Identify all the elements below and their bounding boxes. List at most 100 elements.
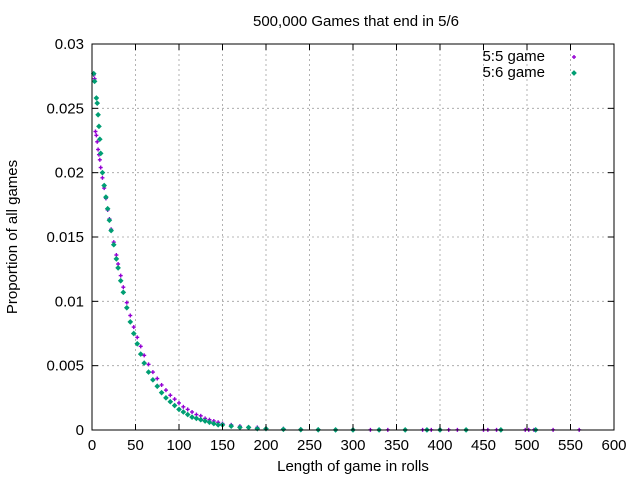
legend-item-5-6-game: 5:6 game xyxy=(482,64,577,81)
data-point-5-5 xyxy=(96,147,101,152)
x-tick-label: 250 xyxy=(297,437,322,454)
data-point-5-6 xyxy=(91,78,98,85)
data-point-5-5 xyxy=(138,344,143,349)
data-point-5-5 xyxy=(172,397,177,402)
data-point-5-5 xyxy=(124,300,129,305)
data-point-5-6 xyxy=(163,395,169,401)
data-point-5-5 xyxy=(168,393,173,398)
x-tick-label: 450 xyxy=(471,437,496,454)
data-point-5-6 xyxy=(141,360,148,366)
data-point-5-5 xyxy=(159,382,164,387)
legend-marker-5-5-game xyxy=(572,55,576,59)
data-point-5-6 xyxy=(571,70,577,76)
data-point-5-6 xyxy=(193,415,200,422)
data-point-5-6 xyxy=(127,319,134,325)
data-point-5-6 xyxy=(113,256,120,262)
legend-label-5-6-game: 5:6 game xyxy=(482,64,545,81)
data-point-5-5 xyxy=(185,407,190,412)
data-point-5-6 xyxy=(94,100,101,107)
data-point-5-6 xyxy=(95,111,101,118)
data-point-5-6 xyxy=(110,241,117,248)
legend-label-5-5-game: 5:5 game xyxy=(482,48,545,65)
data-point-5-6 xyxy=(189,414,195,420)
data-point-5-6 xyxy=(120,289,127,296)
data-point-5-6 xyxy=(106,217,113,224)
data-point-5-6 xyxy=(123,304,130,311)
data-point-5-5 xyxy=(131,325,136,330)
data-point-5-5 xyxy=(93,129,98,134)
axis-ticks xyxy=(91,43,615,431)
data-point-5-6 xyxy=(210,420,217,427)
y-tick-label: 0 xyxy=(76,422,84,439)
data-point-5-6 xyxy=(97,150,104,157)
data-point-5-5 xyxy=(98,165,103,170)
legend: 5:5 game 5:6 game xyxy=(482,48,577,81)
y-tick-label: 0.01 xyxy=(55,293,84,310)
data-point-5-6 xyxy=(176,406,182,413)
data-point-5-5 xyxy=(95,139,100,144)
data-point-5-5 xyxy=(100,175,105,180)
data-point-5-6 xyxy=(202,418,208,424)
x-tick-label: 0 xyxy=(88,437,96,454)
data-point-5-6 xyxy=(184,411,191,418)
data-point-5-5 xyxy=(190,409,195,414)
y-tick-label: 0.005 xyxy=(46,358,84,375)
data-point-5-5 xyxy=(155,376,160,381)
legend-marker-5-6-game xyxy=(571,70,577,76)
data-point-5-5 xyxy=(181,404,186,409)
y-tick-label: 0.025 xyxy=(46,100,84,117)
y-tick-label: 0.03 xyxy=(55,36,84,53)
x-tick-label: 50 xyxy=(127,437,144,454)
x-tick-label: 350 xyxy=(384,437,409,454)
data-point-5-5 xyxy=(150,370,155,375)
data-point-5-6 xyxy=(96,123,102,130)
data-point-5-6 xyxy=(134,340,141,347)
data-point-5-5 xyxy=(146,362,151,367)
y-axis-label: Proportion of all games xyxy=(4,160,21,314)
x-tick-label: 600 xyxy=(601,437,626,454)
data-point-5-6 xyxy=(180,409,187,415)
x-tick-label: 100 xyxy=(166,437,191,454)
data-point-5-5 xyxy=(177,400,181,405)
data-point-5-6 xyxy=(228,423,235,429)
data-point-5-5 xyxy=(94,133,99,138)
data-point-5-6 xyxy=(103,194,109,200)
legend-item-5-5-game: 5:5 game xyxy=(482,48,576,65)
x-tick-label: 550 xyxy=(558,437,583,454)
y-tick-labels: 0 0.005 0.01 0.015 0.02 0.025 0.03 xyxy=(46,36,84,439)
data-point-5-6 xyxy=(245,424,252,431)
chart-title: 500,000 Games that end in 5/6 xyxy=(253,13,459,30)
gridlines xyxy=(92,44,614,430)
data-point-5-5 xyxy=(163,388,168,393)
data-point-5-6 xyxy=(137,351,144,357)
x-tick-label: 150 xyxy=(210,437,235,454)
data-point-5-6 xyxy=(108,227,114,234)
data-point-5-5 xyxy=(142,353,147,358)
data-point-5-6 xyxy=(93,95,100,101)
data-point-5-6 xyxy=(99,169,106,176)
x-axis-label: Length of game in rolls xyxy=(277,458,429,475)
x-tick-label: 200 xyxy=(253,437,278,454)
data-point-5-6 xyxy=(280,426,287,433)
data-point-5-6 xyxy=(197,416,204,423)
data-point-5-6 xyxy=(158,389,165,396)
y-tick-label: 0.015 xyxy=(46,229,84,246)
x-tick-labels: 0 50 100 150 200 250 300 350 400 450 500 550 600 xyxy=(88,437,627,454)
data-point-5-5 xyxy=(572,55,576,59)
data-point-5-6 xyxy=(145,369,152,375)
data-point-5-6 xyxy=(101,182,108,189)
data-point-5-6 xyxy=(154,383,161,390)
data-point-5-5 xyxy=(135,335,140,340)
data-point-5-5 xyxy=(128,313,133,318)
data-point-5-6 xyxy=(104,205,111,212)
data-point-5-5 xyxy=(118,273,123,278)
data-point-5-5 xyxy=(121,285,126,290)
data-point-5-6 xyxy=(97,136,103,143)
data-point-5-6 xyxy=(115,265,121,271)
data-point-5-6 xyxy=(150,376,156,383)
data-point-5-6 xyxy=(117,277,124,284)
x-tick-label: 500 xyxy=(514,437,539,454)
data-point-5-6 xyxy=(206,419,213,426)
data-points xyxy=(90,70,582,433)
